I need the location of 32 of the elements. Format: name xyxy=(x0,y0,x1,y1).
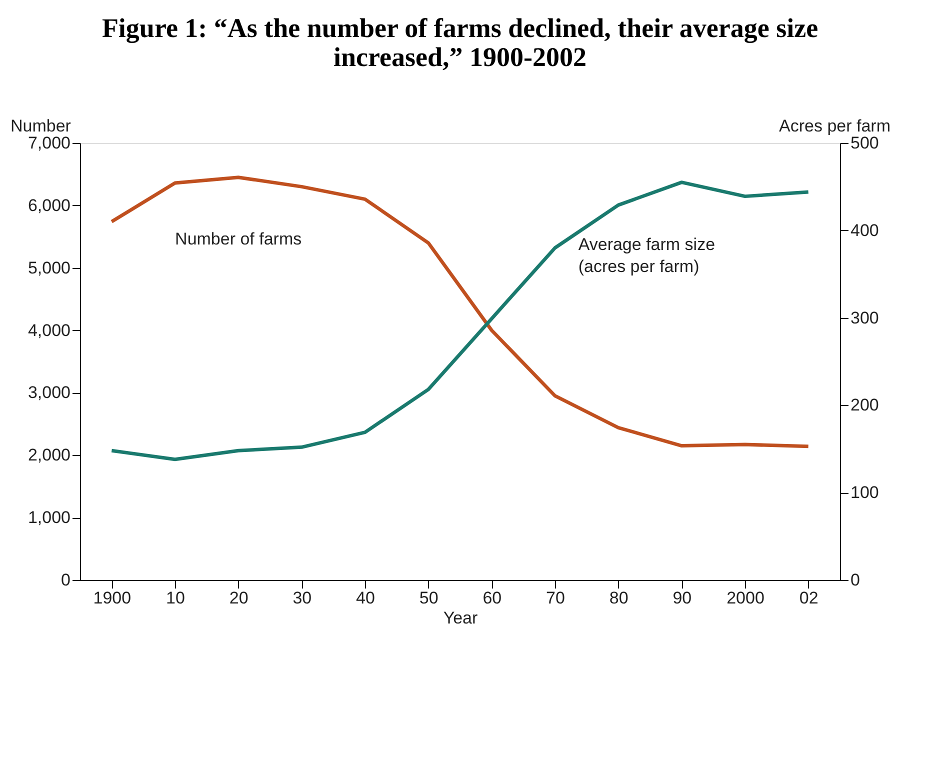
y-tick-label: 3,000 xyxy=(28,383,70,402)
y-tick-label: 1,000 xyxy=(28,508,70,528)
x-tick-label: 40 xyxy=(356,588,375,608)
y-tick-label: 2,000 xyxy=(28,446,70,465)
y-tick-label: 4,000 xyxy=(28,320,70,340)
y-axis-title: Number xyxy=(10,116,72,136)
x-tick-label: 50 xyxy=(419,588,438,608)
x-tick-label: 10 xyxy=(166,588,185,608)
x-tick-label: 90 xyxy=(672,588,692,608)
y2-tick-label: 500 xyxy=(850,134,879,152)
x-tick-label: 02 xyxy=(799,588,818,608)
y2-axis-title: Acres per farm xyxy=(779,116,890,136)
y2-tick-label: 400 xyxy=(850,220,879,240)
chart-title: Figure 1: “As the number of farms declined, their average size increased,” 1900-2002 xyxy=(102,13,818,72)
x-tick-label: 60 xyxy=(482,588,502,608)
y-tick-label: 5,000 xyxy=(28,258,70,278)
y2-tick-label: 300 xyxy=(850,308,879,328)
y-tick-label: 7,000 xyxy=(28,134,70,152)
x-tick-label: 70 xyxy=(546,588,565,608)
y-tick-label: 6,000 xyxy=(28,196,70,215)
y2-tick-label: 0 xyxy=(850,570,860,590)
x-axis-title: Year xyxy=(443,608,478,628)
x-tick-label: 30 xyxy=(292,588,312,608)
text: Number of farms xyxy=(175,229,302,248)
x-tick-label: 1900 xyxy=(93,588,132,608)
y-tick-label: 0 xyxy=(61,570,70,590)
y2-tick-label: 200 xyxy=(850,396,879,415)
x-tick-label: 20 xyxy=(229,588,248,608)
x-tick-label: 2000 xyxy=(726,588,764,608)
y2-tick-label: 100 xyxy=(850,483,879,502)
series-label: Average farm size (acres per farm) xyxy=(578,235,716,276)
x-tick-label: 80 xyxy=(609,588,628,608)
